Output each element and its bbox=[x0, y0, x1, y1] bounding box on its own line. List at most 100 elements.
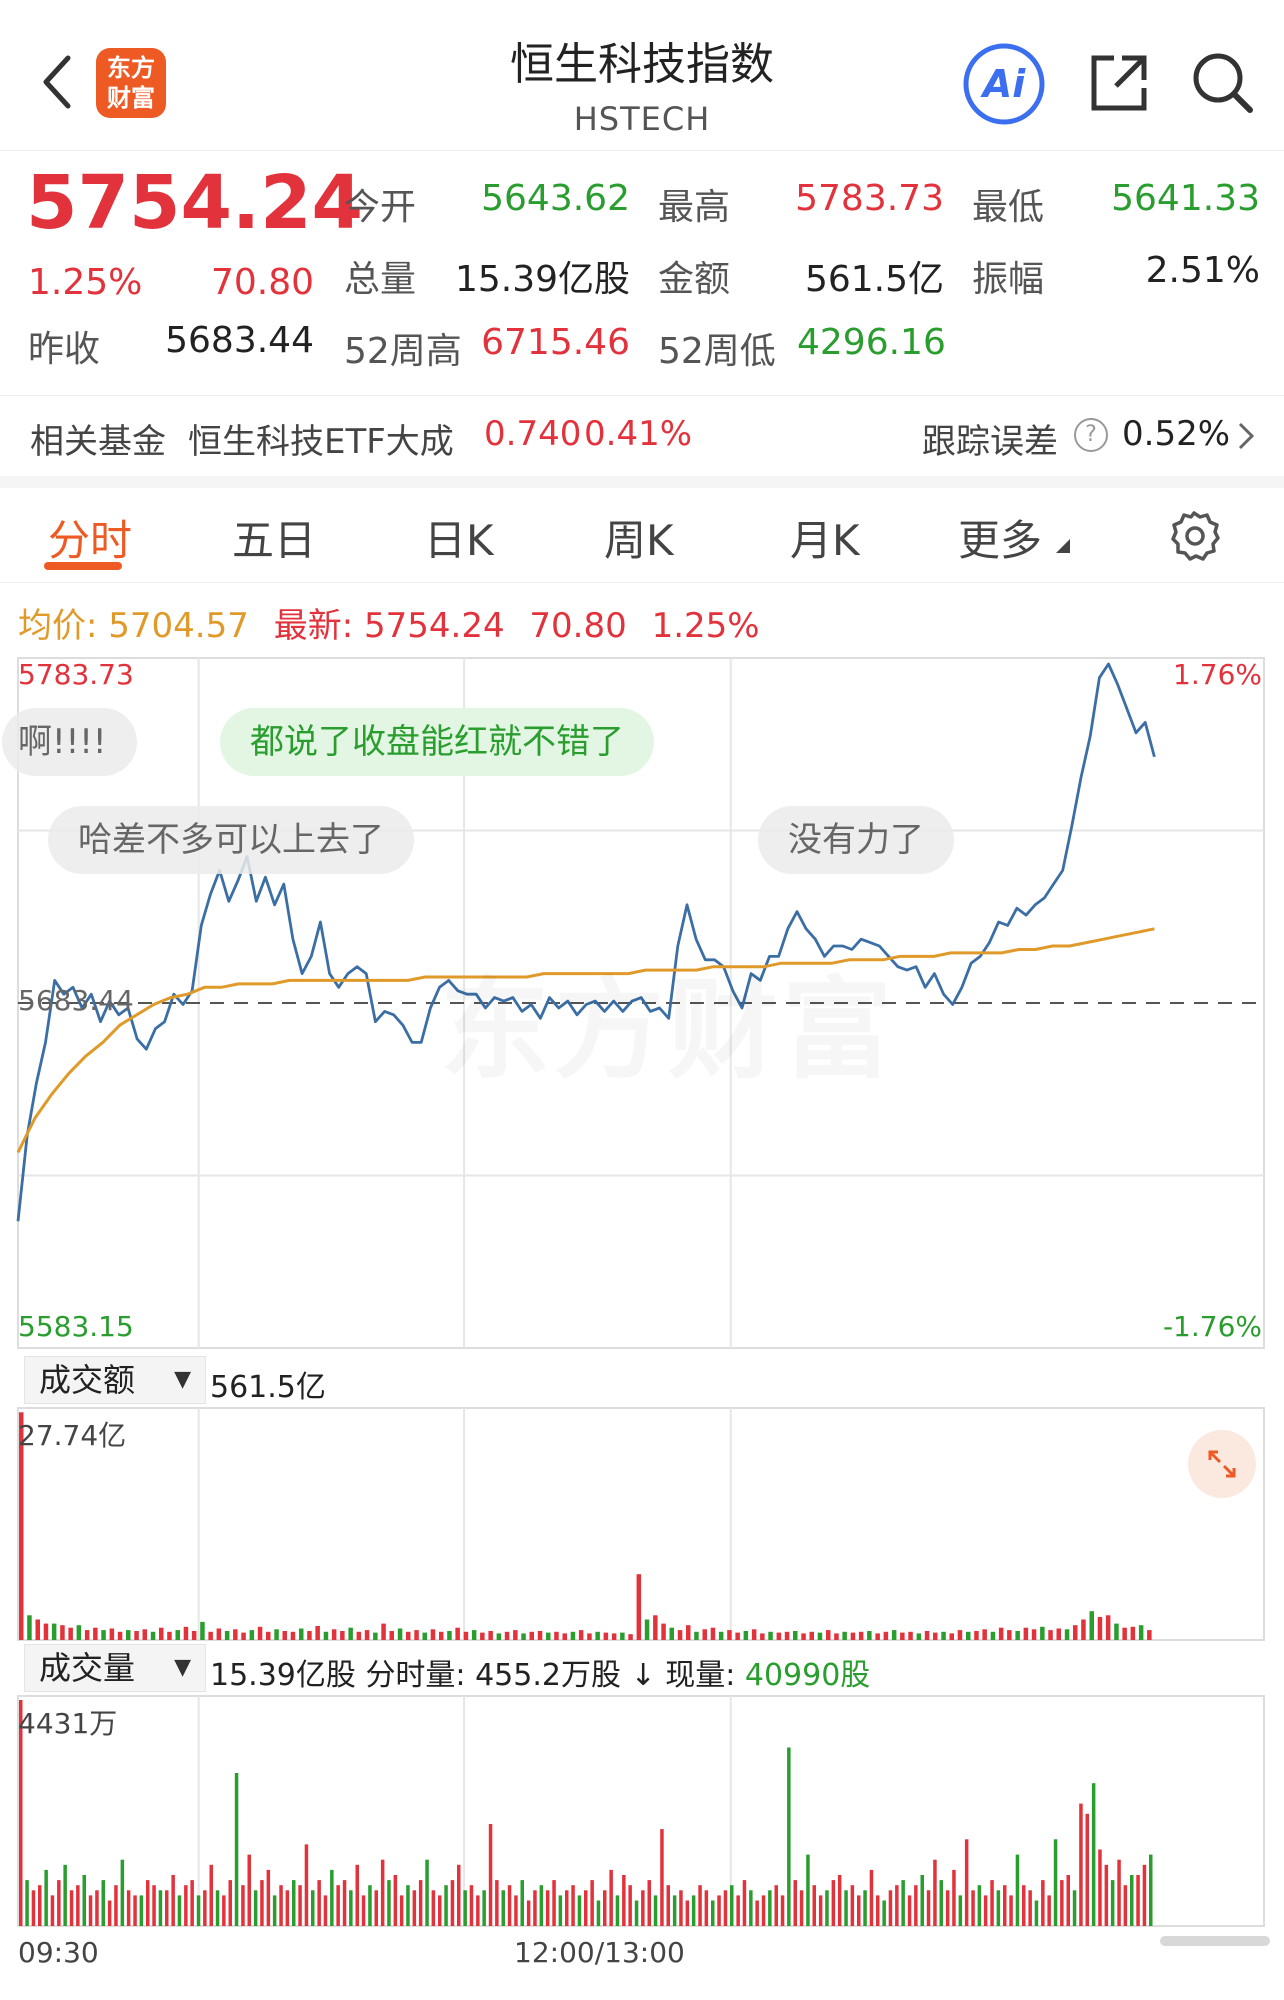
amount-bar bbox=[1130, 1626, 1136, 1640]
amount-bar bbox=[51, 1623, 57, 1640]
fund-pct: 0.41% bbox=[584, 414, 693, 454]
volume-bar bbox=[431, 1890, 436, 1926]
w52-high-label: 52周高 bbox=[344, 331, 462, 372]
avg-price-label: 均价: bbox=[18, 606, 98, 646]
fund-name[interactable]: 恒生科技ETF大成 bbox=[188, 422, 454, 462]
amount-bar bbox=[858, 1631, 864, 1640]
volume-bar bbox=[1136, 1875, 1140, 1926]
amount-bar bbox=[933, 1632, 938, 1640]
page-title: 恒生科技指数 bbox=[510, 39, 774, 90]
back-icon[interactable] bbox=[38, 52, 78, 112]
amount-bar bbox=[282, 1631, 287, 1640]
volume-bar bbox=[1028, 1890, 1032, 1926]
fund-price: 0.740 bbox=[484, 414, 582, 454]
y-top-label: 5783.73 bbox=[18, 658, 134, 691]
volume-bar bbox=[95, 1890, 99, 1926]
volume-bar bbox=[380, 1859, 385, 1926]
search-icon[interactable] bbox=[1190, 50, 1256, 116]
volume-bar bbox=[628, 1885, 632, 1926]
current-price: 5754.24 bbox=[26, 160, 364, 246]
amount-bar bbox=[266, 1631, 271, 1640]
volume-bar bbox=[387, 1880, 391, 1926]
volume-bar bbox=[857, 1895, 861, 1926]
amount-bar bbox=[743, 1631, 749, 1640]
volume-bar bbox=[1110, 1880, 1115, 1926]
comment-bubble[interactable]: 哈差不多可以上去了 bbox=[48, 806, 414, 874]
volume-bar bbox=[57, 1880, 61, 1926]
latest-value: 5754.24 bbox=[363, 606, 505, 646]
volume-bar bbox=[393, 1875, 398, 1926]
volume-bar bbox=[1022, 1885, 1026, 1926]
tab-weekly-k[interactable]: 周K bbox=[604, 516, 674, 565]
intraday-chart[interactable] bbox=[0, 640, 1284, 2000]
volume-bar bbox=[761, 1895, 766, 1926]
amount-bar bbox=[126, 1630, 131, 1640]
tab-more[interactable]: 更多 bbox=[958, 516, 1043, 565]
w52-low-label: 52周低 bbox=[658, 331, 776, 372]
tab-intraday[interactable]: 分时 bbox=[48, 516, 133, 565]
chevron-right-icon[interactable] bbox=[1236, 420, 1258, 452]
volume-bar bbox=[685, 1900, 690, 1926]
amount-bar bbox=[686, 1625, 691, 1640]
amount-bar bbox=[578, 1630, 584, 1640]
volume-bar bbox=[190, 1880, 194, 1926]
ai-assistant-button[interactable]: Ai bbox=[962, 42, 1046, 126]
volume-bar bbox=[882, 1900, 886, 1926]
volume-bar bbox=[1130, 1875, 1134, 1926]
amount-bar bbox=[447, 1631, 452, 1640]
volume-bar bbox=[120, 1859, 125, 1926]
volume-bar bbox=[196, 1895, 201, 1926]
volume-bar bbox=[799, 1890, 804, 1926]
tab-monthly-k[interactable]: 月K bbox=[790, 516, 860, 565]
amount-bar bbox=[60, 1625, 65, 1640]
related-fund-row[interactable]: 相关基金 恒生科技ETF大成 0.740 0.41% 跟踪误差 ? 0.52% bbox=[0, 395, 1284, 488]
latest-label: 最新: bbox=[273, 606, 354, 646]
volume-bar bbox=[69, 1890, 74, 1926]
volume-bar bbox=[1060, 1880, 1064, 1926]
volume-bar bbox=[603, 1890, 607, 1926]
amount-bar bbox=[661, 1623, 666, 1640]
volume-bar bbox=[660, 1829, 664, 1926]
volume-bar bbox=[825, 1890, 829, 1926]
volume-bar bbox=[615, 1895, 620, 1926]
volume-label: 总量 bbox=[344, 259, 417, 300]
amount-bar bbox=[463, 1631, 469, 1640]
volume-bar bbox=[1009, 1895, 1013, 1926]
amount-selector[interactable]: 成交额 ▼ bbox=[24, 1356, 206, 1404]
amount-bar bbox=[340, 1631, 345, 1640]
tab-daily-k[interactable]: 日K bbox=[424, 516, 494, 565]
volume-bar bbox=[806, 1854, 810, 1926]
more-dropdown-icon bbox=[1056, 539, 1070, 553]
comment-bubble[interactable]: 都说了收盘能红就不错了 bbox=[220, 708, 654, 776]
amount-bar bbox=[636, 1574, 642, 1640]
share-icon[interactable] bbox=[1086, 50, 1152, 116]
comment-bubble[interactable]: 啊!!!! bbox=[2, 708, 137, 776]
settings-gear-icon[interactable] bbox=[1166, 507, 1222, 563]
volume-bar bbox=[501, 1890, 505, 1926]
amount-bar bbox=[241, 1632, 246, 1640]
volume-selector[interactable]: 成交量 ▼ bbox=[24, 1644, 206, 1692]
volume-bar bbox=[749, 1890, 753, 1926]
amount-bar bbox=[990, 1631, 996, 1640]
expand-icon[interactable] bbox=[1188, 1430, 1256, 1498]
volume-bar bbox=[888, 1890, 893, 1926]
comment-bubble[interactable]: 没有力了 bbox=[758, 806, 954, 874]
amount-bar bbox=[414, 1630, 419, 1640]
amount-bar bbox=[68, 1627, 73, 1640]
amount-bar bbox=[422, 1632, 427, 1640]
volume-bar bbox=[831, 1880, 836, 1926]
amount-bar bbox=[982, 1629, 987, 1640]
volume-bar bbox=[228, 1880, 232, 1926]
volume-bar bbox=[742, 1880, 747, 1926]
amount-bar bbox=[653, 1615, 658, 1640]
header-bar: 东方 财富 恒生科技指数 HSTECH Ai bbox=[0, 0, 1284, 151]
amount-bar bbox=[694, 1631, 699, 1640]
amount-bar bbox=[331, 1629, 337, 1640]
volume-bar bbox=[215, 1890, 220, 1926]
amount-bar bbox=[1138, 1625, 1144, 1640]
help-icon[interactable]: ? bbox=[1074, 418, 1108, 452]
volume-bar bbox=[577, 1895, 582, 1926]
volume-bar bbox=[933, 1859, 937, 1926]
tab-five-day[interactable]: 五日 bbox=[232, 516, 317, 565]
